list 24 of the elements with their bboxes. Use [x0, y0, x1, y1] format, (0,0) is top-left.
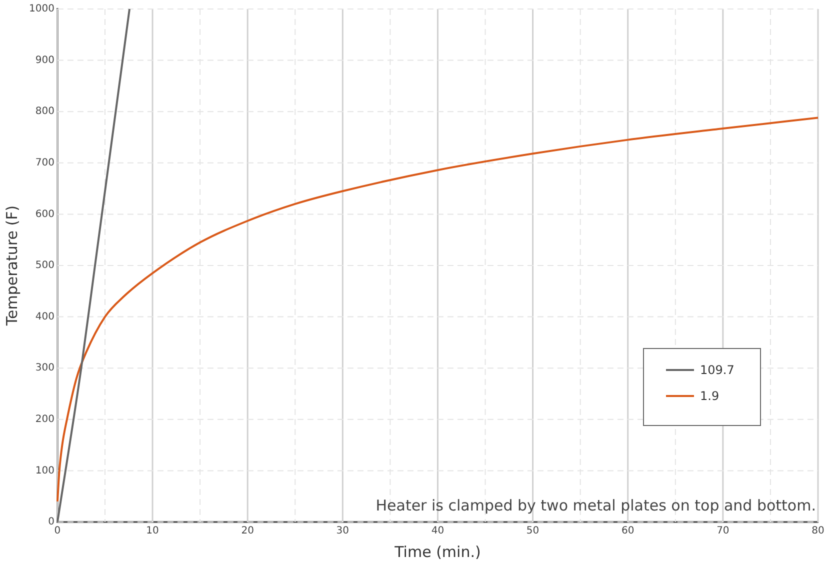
y-tick-label: 100 — [35, 465, 54, 476]
x-tick-label: 30 — [336, 526, 350, 537]
y-tick-label: 400 — [35, 311, 54, 322]
y-tick-label: 600 — [35, 208, 54, 220]
y-tick-label: 900 — [35, 54, 54, 66]
x-tick-label: 10 — [146, 526, 159, 537]
x-tick-label: 20 — [241, 526, 254, 537]
y-tick-label: 1000 — [28, 4, 54, 15]
y-tick-label: 500 — [35, 260, 54, 272]
x-tick-label: 60 — [621, 526, 634, 537]
x-tick-label: 40 — [431, 526, 444, 537]
x-tick-label: 70 — [716, 526, 730, 537]
y-tick-label: 200 — [35, 414, 54, 425]
x-axis-title: Time (min.) — [394, 542, 481, 561]
annotation: Heater is clamped by two metal plates on top and bottom. — [376, 496, 816, 514]
y-tick-label: 0 — [48, 516, 54, 528]
x-tick-label: 80 — [812, 526, 824, 537]
x-tick-label: 50 — [526, 526, 540, 537]
legend-label: 1.9 — [700, 388, 720, 403]
y-tick-label: 300 — [35, 362, 54, 374]
y-tick-label: 700 — [35, 157, 54, 168]
legend-label: 109.7 — [700, 362, 734, 377]
y-tick-label: 800 — [35, 106, 54, 118]
y-axis-title: Temperature (F) — [2, 205, 21, 327]
